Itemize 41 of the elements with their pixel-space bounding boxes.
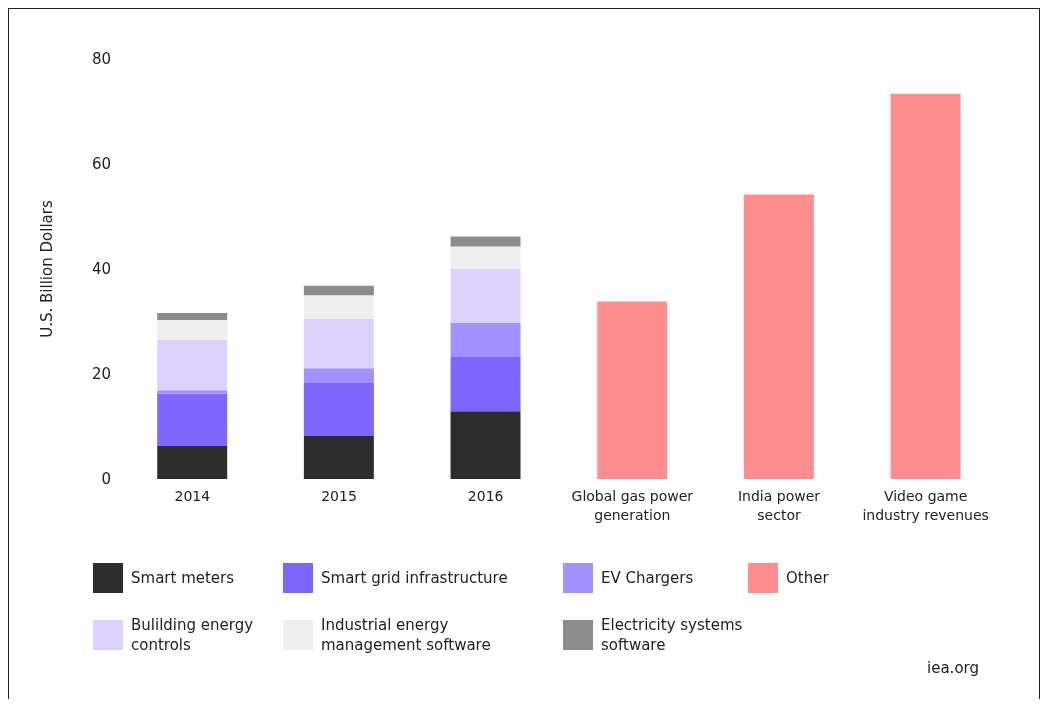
legend-label: Smart grid infrastructure: [321, 568, 508, 588]
legend-label: Industrial energy management software: [321, 615, 492, 655]
bar: [303, 368, 374, 383]
bar: [157, 445, 228, 479]
bar: [303, 318, 374, 369]
bar: [450, 236, 521, 247]
legend-label: Bulilding energy controls: [131, 615, 255, 655]
bar: [303, 295, 374, 319]
legend-label: Other: [786, 568, 829, 588]
x-tick-label: 2016: [467, 488, 504, 504]
text: iea.org: [927, 659, 979, 677]
x-tick-label: India power sector: [737, 488, 821, 523]
bar: [157, 313, 228, 320]
bar: [743, 194, 814, 479]
bar: [303, 435, 374, 479]
bar: [157, 319, 228, 340]
y-tick-label: 60: [91, 155, 111, 174]
bar: [450, 246, 521, 269]
legend-label: EV Chargers: [601, 568, 694, 588]
legend-label: Electricity systems software: [601, 615, 744, 655]
x-tick-label: 2014: [174, 488, 211, 504]
bar: [303, 382, 374, 436]
y-axis-title: U.S. Billion Dollars: [38, 200, 57, 338]
bar: [157, 339, 228, 391]
bar: [890, 93, 961, 479]
y-tick-label: 40: [91, 260, 111, 279]
x-tick-label: Video game industry revenues: [862, 488, 989, 523]
bar: [450, 356, 521, 412]
bar: [597, 301, 668, 479]
bar: [450, 411, 521, 479]
legend-label: Smart meters: [131, 568, 235, 588]
y-tick-label: 0: [101, 470, 111, 489]
y-tick-label: 80: [91, 50, 111, 69]
x-tick-label: Global gas power generation: [571, 488, 694, 523]
x-tick-label: 2015: [321, 488, 357, 504]
bar: [450, 323, 521, 357]
bar: [157, 393, 228, 446]
bar: [303, 285, 374, 296]
bar: [450, 269, 521, 324]
y-tick-label: 20: [91, 365, 111, 384]
bar: [157, 390, 228, 394]
